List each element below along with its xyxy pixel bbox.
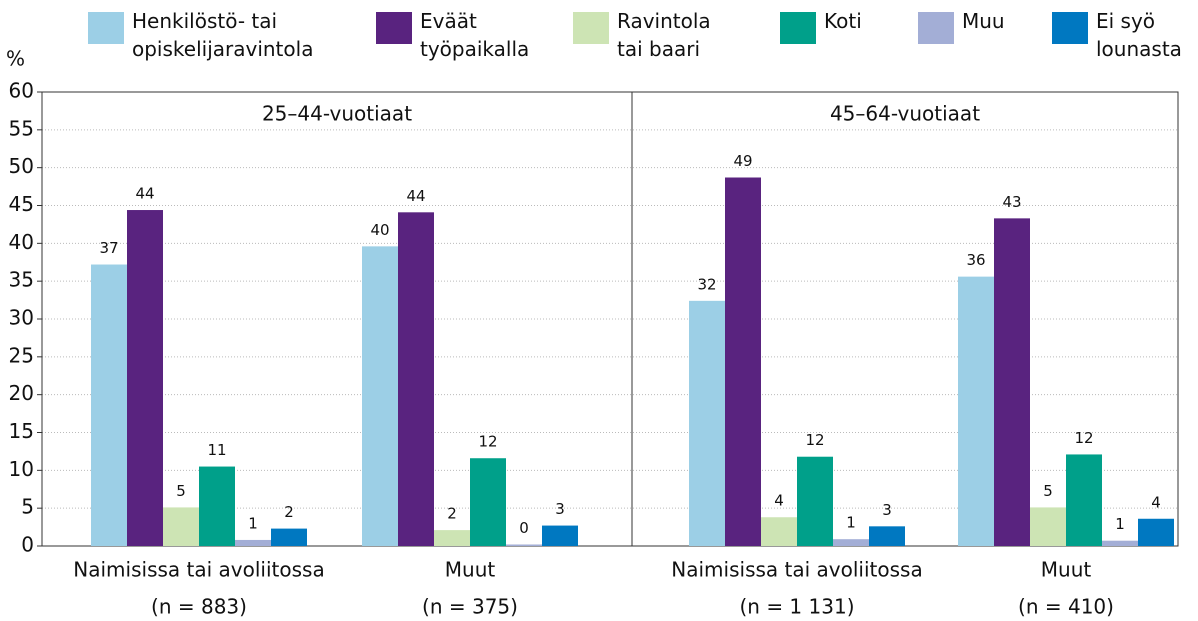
n-label: (n = 410) xyxy=(1018,595,1114,619)
legend-swatch xyxy=(918,12,954,44)
bar xyxy=(199,466,235,546)
y-tick-label: 35 xyxy=(9,268,34,292)
y-tick-label: 45 xyxy=(9,192,34,216)
legend-label: Ei syö lounasta xyxy=(1096,9,1182,61)
y-tick-label: 60 xyxy=(9,79,34,103)
value-label: 3 xyxy=(882,501,892,519)
value-label: 43 xyxy=(1002,193,1021,211)
bar xyxy=(271,528,307,546)
panel-title: 45–64-vuotiaat xyxy=(830,102,980,126)
value-label: 37 xyxy=(99,239,118,257)
value-label: 44 xyxy=(135,185,154,203)
legend-line: opiskelijaravintola xyxy=(132,37,313,61)
x-tick-label: Muut xyxy=(445,558,496,582)
bar xyxy=(398,212,434,546)
y-tick-label: 0 xyxy=(21,533,34,557)
x-tick-label: Muut xyxy=(1041,558,1092,582)
value-label: 4 xyxy=(1151,493,1161,511)
plot-frame xyxy=(41,91,1179,547)
value-label: 11 xyxy=(207,441,226,459)
bar xyxy=(470,458,506,546)
legend-swatch xyxy=(1052,12,1088,44)
bar xyxy=(362,246,398,547)
value-label: 1 xyxy=(846,514,856,532)
value-label: 2 xyxy=(447,505,457,523)
bar xyxy=(91,264,127,546)
y-tick-label: 30 xyxy=(9,306,34,330)
legend-line: tai baari xyxy=(617,37,700,61)
bar xyxy=(725,177,761,546)
value-label: 36 xyxy=(966,251,985,269)
y-tick-label: 5 xyxy=(21,495,34,519)
legend-line: Muu xyxy=(962,9,1005,33)
bar xyxy=(1030,507,1066,546)
legend-label: Muu xyxy=(962,9,1005,33)
legend-line: Ei syö xyxy=(1096,9,1155,33)
x-tick-label: Naimisissa tai avoliitossa xyxy=(73,558,324,582)
value-label: 5 xyxy=(1043,482,1053,500)
y-tick-label: 10 xyxy=(9,457,34,481)
legend-line: lounasta xyxy=(1096,37,1182,61)
bar xyxy=(1066,454,1102,546)
bar xyxy=(761,517,797,546)
value-label: 12 xyxy=(478,433,497,451)
bar xyxy=(127,210,163,547)
value-label: 2 xyxy=(284,503,294,521)
y-tick-label: 50 xyxy=(9,154,34,178)
legend-label: Eväät työpaikalla xyxy=(420,9,529,61)
bar xyxy=(869,526,905,546)
value-label: 4 xyxy=(774,492,784,510)
value-label: 32 xyxy=(697,275,716,293)
y-tick-label: 40 xyxy=(9,230,34,254)
y-axis-label: % xyxy=(6,47,25,71)
value-label: 1 xyxy=(248,514,258,532)
value-label: 1 xyxy=(1115,515,1125,533)
bar xyxy=(163,507,199,546)
legend-label: Ravintola tai baari xyxy=(617,9,711,61)
bar xyxy=(506,544,542,546)
value-label: 44 xyxy=(406,187,425,205)
bar xyxy=(542,525,578,546)
legend-label: Henkilöstö- tai opiskelijaravintola xyxy=(132,9,313,61)
value-label: 12 xyxy=(1074,429,1093,447)
n-label: (n = 883) xyxy=(151,595,247,619)
value-label: 3 xyxy=(555,500,565,518)
n-label: (n = 375) xyxy=(422,595,518,619)
legend-swatch xyxy=(573,12,609,44)
bar xyxy=(235,539,271,546)
value-label: 49 xyxy=(733,152,752,170)
legend-swatch xyxy=(780,12,816,44)
legend-swatch xyxy=(88,12,124,44)
bar xyxy=(958,276,994,546)
bar xyxy=(1138,518,1174,546)
value-label: 5 xyxy=(176,482,186,500)
y-tick-label: 25 xyxy=(9,343,34,367)
bar xyxy=(1102,540,1138,546)
bar xyxy=(797,456,833,546)
legend-swatch xyxy=(376,12,412,44)
bar xyxy=(833,539,869,546)
legend-line: Eväät xyxy=(420,9,477,33)
bar xyxy=(994,218,1030,546)
legend-line: Henkilöstö- tai xyxy=(132,9,277,33)
bar xyxy=(434,530,470,546)
y-tick-label: 15 xyxy=(9,419,34,443)
legend-label: Koti xyxy=(824,9,862,33)
value-label: 12 xyxy=(805,431,824,449)
bar xyxy=(689,300,725,546)
y-tick-label: 20 xyxy=(9,381,34,405)
value-label: 40 xyxy=(370,221,389,239)
y-tick-label: 55 xyxy=(9,116,34,140)
n-label: (n = 1 131) xyxy=(739,595,854,619)
value-label: 0 xyxy=(519,519,529,537)
legend-line: työpaikalla xyxy=(420,37,529,61)
legend-line: Ravintola xyxy=(617,9,711,33)
x-tick-label: Naimisissa tai avoliitossa xyxy=(671,558,922,582)
legend-line: Koti xyxy=(824,9,862,33)
panel-title: 25–44-vuotiaat xyxy=(262,102,412,126)
